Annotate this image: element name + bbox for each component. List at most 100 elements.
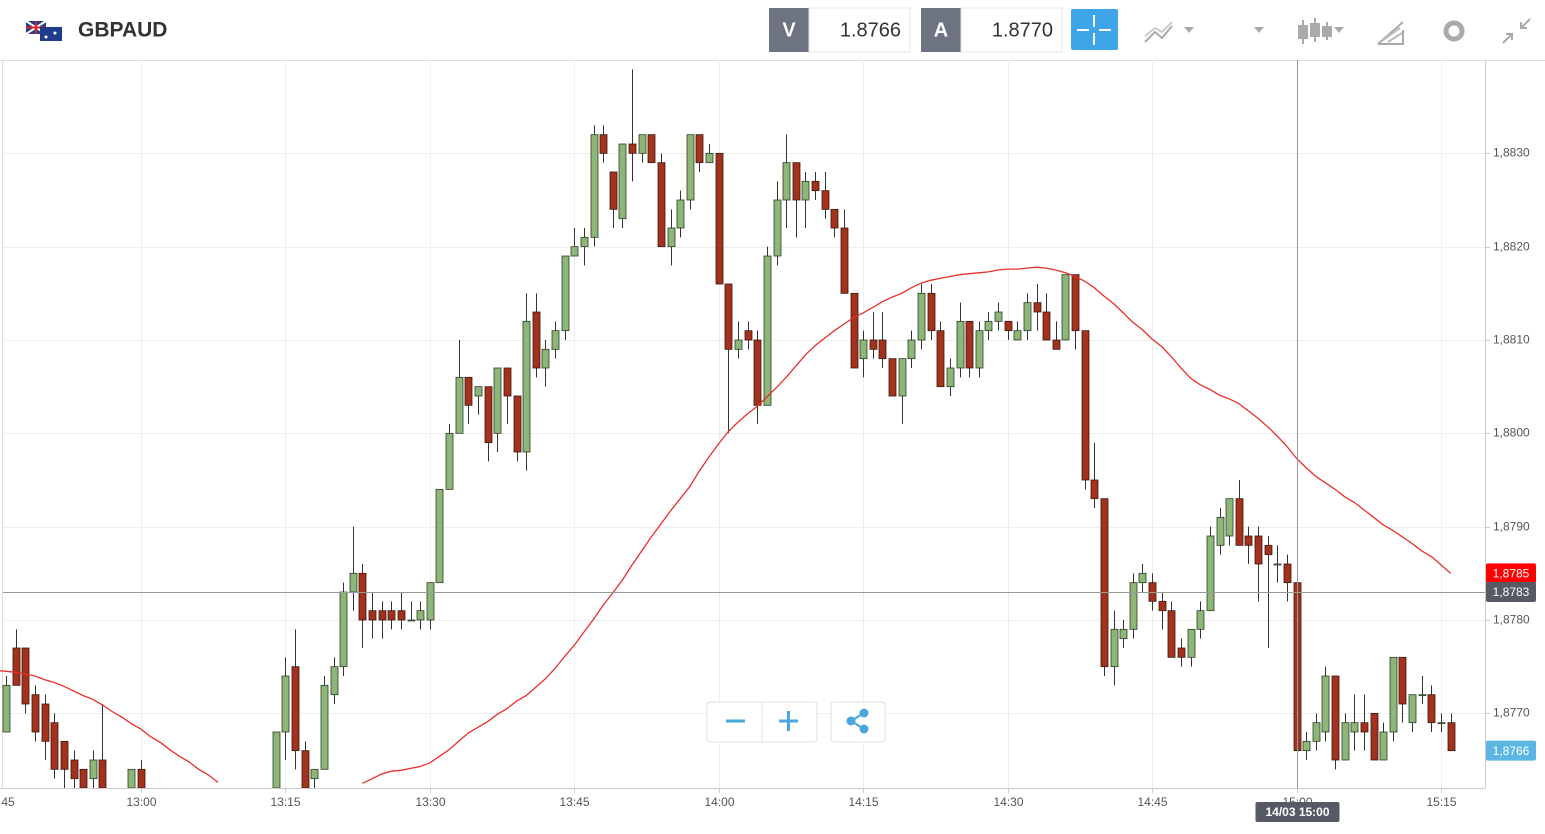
candle-body [1158, 600, 1167, 612]
crosshair-time-label: 14/03 15:00 [1265, 805, 1329, 819]
x-tick-label: 13:45 [559, 795, 589, 809]
candle-body [859, 339, 868, 360]
ask-price: 1.8770 [992, 19, 1053, 41]
symbol: GBPAUD [78, 19, 167, 42]
bid-field [808, 7, 911, 53]
y-tick-label: 1,8810 [1493, 333, 1530, 347]
candle-body [474, 386, 483, 397]
candle-body [1447, 722, 1456, 752]
candle-body [1216, 516, 1225, 546]
bid-button[interactable] [769, 8, 809, 52]
candle-body [965, 320, 974, 369]
candle-body [310, 768, 319, 780]
candle-body [349, 572, 358, 593]
candle-body [1350, 722, 1359, 733]
price-marker-label: 1,8766 [1493, 744, 1530, 758]
candle-body [628, 143, 637, 154]
candle-body [1042, 311, 1051, 341]
candle-body [878, 339, 887, 360]
candle-body [330, 666, 339, 696]
candle-body [291, 666, 300, 752]
candle-body [753, 339, 762, 406]
candle-body [21, 647, 30, 705]
candle-body [358, 572, 367, 621]
candle-body [763, 255, 772, 406]
candle-body [1360, 722, 1369, 733]
flag [25, 20, 62, 41]
candle-body [127, 768, 136, 788]
candle-body [79, 768, 88, 788]
candle-body [907, 339, 916, 360]
x-tick-label: 13:00 [126, 795, 156, 809]
candle-body [1023, 302, 1032, 332]
candle-body [724, 283, 733, 350]
ask-field [960, 7, 1063, 53]
candle-body [60, 740, 69, 770]
grid: 1,8770 1,8780 1,8790 1,8800 1,8810 1,8820 1,88… [1, 60, 1530, 809]
candle-body [522, 320, 531, 453]
candle-body [561, 255, 570, 332]
candle-body [1427, 694, 1436, 724]
candle-body [1138, 572, 1147, 584]
crosshair-button[interactable] [1071, 9, 1118, 50]
share-button[interactable] [830, 701, 886, 743]
candle-body [917, 292, 926, 341]
candle-body [590, 134, 599, 238]
candle-body [1437, 722, 1446, 725]
candle-body [792, 162, 801, 201]
candle-body [1177, 647, 1186, 658]
candle-body [869, 339, 878, 350]
candle-body [397, 610, 406, 621]
candle-body [695, 134, 704, 164]
candle-body [70, 759, 79, 780]
ask-button[interactable] [921, 8, 961, 52]
candle-body [1225, 498, 1234, 537]
candle-body [936, 330, 945, 388]
candle-body [811, 180, 820, 192]
candle-body [493, 367, 502, 434]
candle-body [1321, 675, 1330, 733]
candle-body [609, 171, 618, 210]
x-tick-label: 14:00 [704, 795, 734, 809]
candle-body [435, 488, 444, 584]
candle-body [1196, 610, 1205, 630]
y-tick-label: 1,8770 [1493, 706, 1530, 720]
candle-body [1398, 656, 1407, 705]
candle-body [1331, 675, 1340, 761]
candle-body [705, 152, 714, 164]
candle-body [1187, 628, 1196, 658]
candle-body [445, 432, 454, 490]
candle-body [50, 722, 59, 770]
x-tick-label: 13:15 [270, 795, 300, 809]
candle-body [1254, 535, 1263, 565]
x-tick-label: 45 [1, 795, 15, 809]
candle-body [1283, 563, 1292, 584]
candle-body [1418, 694, 1427, 697]
plot [0, 69, 1456, 788]
candle-body [1389, 656, 1398, 733]
moving-average [0, 266, 1452, 784]
candle-body [320, 684, 329, 770]
candle-body [994, 311, 1003, 322]
candle-body [2, 684, 11, 733]
zoom-in[interactable] [779, 711, 798, 731]
candle-body [416, 610, 425, 621]
candle-body [1090, 479, 1099, 500]
candle-body [1312, 722, 1321, 742]
candle-body [1100, 498, 1109, 668]
candle-body [599, 134, 608, 154]
price-marker-label: 1,8785 [1493, 567, 1530, 581]
y-tick-label: 1,8790 [1493, 520, 1530, 534]
candle-body [1206, 535, 1215, 612]
candle-body [31, 694, 40, 733]
overlay: 14/03 15:00 1,8785 1,8766 1,8783 [3, 60, 1536, 822]
candle-body [1071, 274, 1080, 332]
candle-body [850, 292, 859, 369]
candle-body [898, 358, 907, 397]
candle-body [339, 591, 348, 668]
candle-body [1264, 544, 1273, 556]
price-marker-box [1486, 563, 1536, 584]
candle-body [378, 610, 387, 621]
candle-body [975, 330, 984, 369]
